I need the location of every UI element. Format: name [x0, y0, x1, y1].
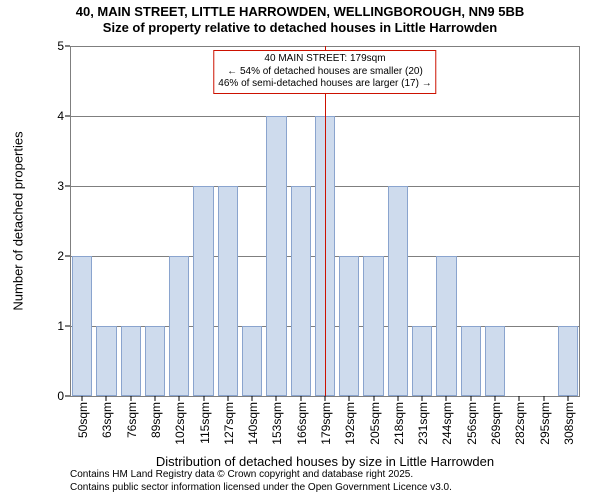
ytick-label: 4	[57, 109, 64, 123]
bar	[96, 326, 116, 396]
bar	[291, 186, 311, 396]
bar	[121, 326, 141, 396]
xtick-label: 192sqm	[343, 402, 357, 445]
highlight-line	[325, 46, 326, 396]
xtick-label: 50sqm	[76, 402, 90, 438]
plot-area: 01234550sqm63sqm76sqm89sqm102sqm115sqm12…	[70, 46, 580, 396]
bar	[363, 256, 383, 396]
footer-line-2: Contains public sector information licen…	[70, 482, 452, 495]
y-axis-label: Number of detached properties	[11, 131, 26, 310]
xtick-mark	[300, 396, 301, 401]
xtick-label: 308sqm	[562, 402, 576, 445]
xtick-label: 244sqm	[440, 402, 454, 445]
xtick-mark	[397, 396, 398, 401]
xtick-mark	[470, 396, 471, 401]
xtick-label: 282sqm	[513, 402, 527, 445]
xtick-label: 115sqm	[198, 402, 212, 444]
bar	[436, 256, 456, 396]
callout-box: 40 MAIN STREET: 179sqm← 54% of detached …	[213, 50, 436, 94]
xtick-mark	[543, 396, 544, 401]
xtick-mark	[276, 396, 277, 401]
bar	[412, 326, 432, 396]
bar	[218, 186, 238, 396]
xtick-mark	[227, 396, 228, 401]
xtick-mark	[82, 396, 83, 401]
callout-line-3: 46% of semi-detached houses are larger (…	[218, 78, 431, 91]
chart-title-2: Size of property relative to detached ho…	[0, 20, 600, 35]
bar	[145, 326, 165, 396]
xtick-label: 205sqm	[368, 402, 382, 445]
xtick-mark	[446, 396, 447, 401]
xtick-mark	[155, 396, 156, 401]
bar	[266, 116, 286, 396]
xtick-label: 179sqm	[319, 402, 333, 445]
right-spine	[579, 46, 580, 396]
ytick-label: 1	[57, 319, 64, 333]
bar	[558, 326, 578, 396]
xtick-mark	[203, 396, 204, 401]
xtick-mark	[130, 396, 131, 401]
xtick-label: 166sqm	[295, 402, 309, 445]
xtick-label: 153sqm	[270, 402, 284, 445]
xtick-mark	[519, 396, 520, 401]
ytick-label: 0	[57, 389, 64, 403]
bar	[339, 256, 359, 396]
bar	[242, 326, 262, 396]
bar	[193, 186, 213, 396]
bar	[461, 326, 481, 396]
xtick-label: 256sqm	[465, 402, 479, 445]
xtick-mark	[495, 396, 496, 401]
xtick-mark	[252, 396, 253, 401]
xtick-mark	[325, 396, 326, 401]
xtick-label: 76sqm	[125, 402, 139, 438]
footer-line-1: Contains HM Land Registry data © Crown c…	[70, 469, 452, 482]
bar	[72, 256, 92, 396]
bar	[169, 256, 189, 396]
ytick-label: 3	[57, 179, 64, 193]
y-axis-spine	[70, 46, 71, 396]
xtick-label: 140sqm	[246, 402, 260, 445]
bar	[485, 326, 505, 396]
x-axis-label: Distribution of detached houses by size …	[70, 454, 580, 469]
callout-line-2: ← 54% of detached houses are smaller (20…	[218, 66, 431, 79]
xtick-mark	[349, 396, 350, 401]
bar	[388, 186, 408, 396]
xtick-mark	[373, 396, 374, 401]
chart-container: 40, MAIN STREET, LITTLE HARROWDEN, WELLI…	[0, 0, 600, 500]
xtick-label: 231sqm	[416, 402, 430, 445]
xtick-label: 127sqm	[222, 402, 236, 445]
xtick-label: 63sqm	[100, 402, 114, 438]
xtick-label: 89sqm	[149, 402, 163, 438]
xtick-mark	[422, 396, 423, 401]
xtick-label: 295sqm	[538, 402, 552, 445]
xtick-label: 218sqm	[392, 402, 406, 445]
xtick-mark	[106, 396, 107, 401]
ytick-label: 5	[57, 39, 64, 53]
xtick-label: 269sqm	[489, 402, 503, 445]
footer-attribution: Contains HM Land Registry data © Crown c…	[70, 469, 452, 494]
xtick-mark	[567, 396, 568, 401]
callout-line-1: 40 MAIN STREET: 179sqm	[218, 53, 431, 66]
xtick-mark	[179, 396, 180, 401]
xtick-label: 102sqm	[173, 402, 187, 445]
ytick-label: 2	[57, 249, 64, 263]
chart-title-1: 40, MAIN STREET, LITTLE HARROWDEN, WELLI…	[0, 4, 600, 19]
